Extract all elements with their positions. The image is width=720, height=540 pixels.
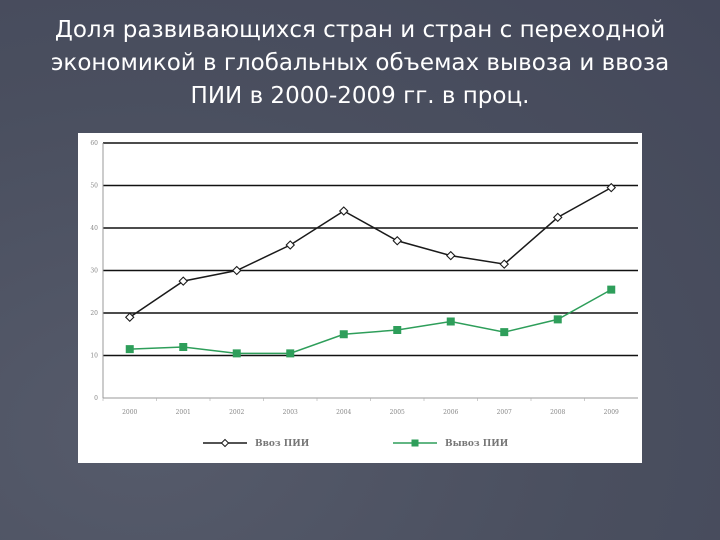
series-line-0 [129, 186, 612, 318]
series-0-point-2009 [606, 182, 617, 193]
series-1-point-2002 [232, 349, 241, 358]
x-tick-label-2000: 2000 [122, 409, 137, 416]
line-chart: 0 10 20 30 40 50 60 2000 2001 2002 2003 2004 2005 200… [90, 140, 638, 449]
legend-label-1: Вывоз ПИИ [445, 439, 509, 449]
y-tick-label-30: 30 [90, 268, 98, 275]
series-line-1 [129, 288, 612, 355]
y-tick-label-20: 20 [90, 310, 98, 317]
series-0-point-2000 [124, 312, 135, 323]
slide-title-line-3: ПИИ в 2000-2009 гг. в проц. [190, 83, 530, 109]
x-tick-label-2008: 2008 [550, 409, 565, 416]
y-tick-label-50: 50 [90, 183, 98, 190]
series-0-point-2007 [499, 259, 510, 269]
slide-title-line-2: экономикой в глобальных объемах вывоза и… [50, 50, 670, 76]
x-tick-label-2007: 2007 [497, 409, 512, 416]
series-0-point-2005 [392, 235, 403, 246]
slide-title-line-1: Доля развивающихся стран и стран с перех… [54, 17, 666, 43]
y-tick-label-40: 40 [90, 225, 98, 232]
series-1-point-2008 [553, 315, 562, 324]
legend-marker-1 [411, 439, 419, 447]
x-tick-label-2002: 2002 [229, 409, 244, 416]
y-tick-label-10: 10 [90, 353, 98, 360]
series-0-point-2004 [338, 206, 349, 216]
series-0-point-2002 [231, 265, 242, 276]
y-tick-label-60: 60 [90, 140, 98, 147]
series-0-point-2008 [552, 212, 563, 223]
series-0-point-2001 [178, 276, 189, 286]
series-0-point-2006 [445, 250, 456, 261]
x-tick-label-2005: 2005 [390, 409, 405, 416]
chart-panel: 0 10 20 30 40 50 60 2000 2001 2002 2003 2004 2005 200… [78, 133, 642, 463]
x-tick-label-2003: 2003 [283, 409, 298, 416]
x-tick-label-2009: 2009 [604, 409, 619, 416]
series-1-point-2000 [125, 345, 134, 354]
series-1-point-2009 [607, 285, 616, 294]
x-tick-label-2004: 2004 [336, 409, 351, 416]
series-1-point-2001 [179, 343, 188, 351]
x-tick-label-2001: 2001 [176, 409, 191, 416]
series-1-point-2003 [286, 349, 295, 358]
x-tick-label-2006: 2006 [443, 409, 458, 416]
series-1-point-2007 [500, 328, 509, 337]
legend-marker-0 [220, 438, 230, 448]
y-tick-label-0: 0 [94, 395, 98, 402]
series-0-point-2003 [285, 240, 296, 250]
legend-label-0: Ввоз ПИИ [255, 439, 310, 449]
series-1-point-2005 [393, 326, 402, 334]
slide-title: Доля развивающихся стран и стран с перех… [20, 14, 700, 113]
series-1-point-2006 [446, 317, 455, 326]
series-1-point-2004 [339, 330, 348, 339]
